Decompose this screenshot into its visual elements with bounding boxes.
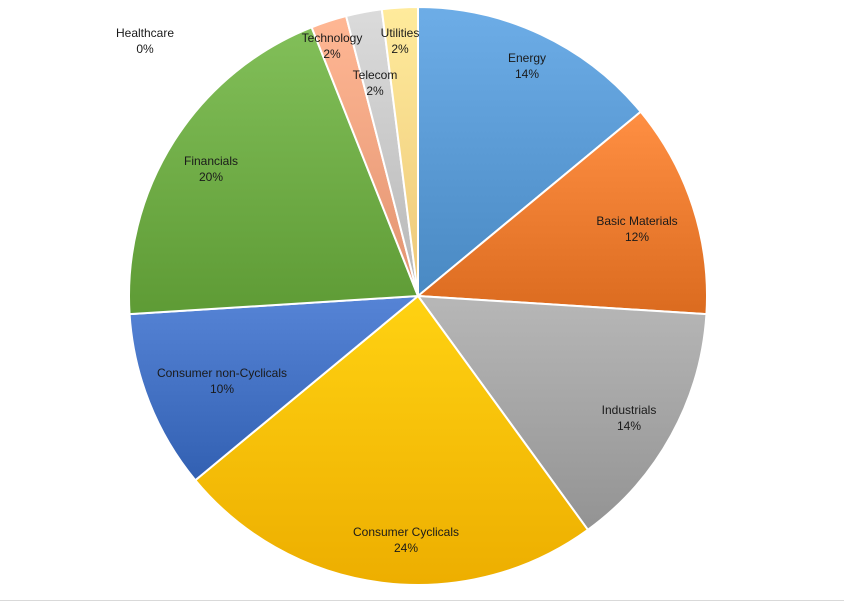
slice-utilities [380, 6, 419, 297]
label-industrials-value: 14% [617, 419, 641, 433]
bottom-divider [0, 600, 844, 601]
label-telecom-name: Telecom [353, 68, 398, 82]
label-healthcare: Healthcare 0% [116, 26, 174, 56]
label-technology-value: 2% [323, 47, 341, 61]
label-industrials: Industrials 14% [602, 403, 657, 433]
label-energy: Energy 14% [508, 51, 546, 81]
slice-industrials [417, 295, 708, 531]
label-utilities: Utilities 2% [381, 26, 420, 56]
label-telecom: Telecom 2% [353, 68, 398, 98]
pie-labels: Energy 14% Basic Materials 12% Industrials 14… [116, 26, 678, 555]
label-industrials-name: Industrials [602, 403, 657, 417]
slice-financials [128, 26, 419, 316]
label-technology: Technology 2% [302, 31, 363, 61]
label-basic-materials-value: 12% [625, 230, 649, 244]
label-consumer-non-cyclicals-value: 10% [210, 382, 234, 396]
label-energy-name: Energy [508, 51, 546, 65]
label-financials: Financials 20% [184, 154, 238, 184]
label-utilities-name: Utilities [381, 26, 420, 40]
label-telecom-value: 2% [366, 84, 384, 98]
slice-basic-materials [417, 110, 708, 316]
label-energy-value: 14% [515, 67, 539, 81]
label-consumer-cyclicals-value: 24% [394, 541, 418, 555]
label-utilities-value: 2% [391, 42, 409, 56]
label-financials-value: 20% [199, 170, 223, 184]
label-basic-materials: Basic Materials 12% [596, 214, 677, 244]
label-healthcare-name: Healthcare [116, 26, 174, 40]
label-basic-materials-name: Basic Materials [596, 214, 677, 228]
label-healthcare-value: 0% [136, 42, 154, 56]
label-consumer-non-cyclicals-name: Consumer non-Cyclicals [157, 366, 287, 380]
label-consumer-cyclicals: Consumer Cyclicals 24% [353, 525, 459, 555]
slice-consumer-cyclicals [194, 295, 589, 586]
label-consumer-cyclicals-name: Consumer Cyclicals [353, 525, 459, 539]
slice-consumer-non-cyclicals [128, 295, 419, 482]
label-technology-name: Technology [302, 31, 363, 45]
slice-energy [417, 6, 642, 297]
label-financials-name: Financials [184, 154, 238, 168]
label-consumer-non-cyclicals: Consumer non-Cyclicals 10% [157, 366, 287, 396]
pie-slices [128, 6, 708, 586]
